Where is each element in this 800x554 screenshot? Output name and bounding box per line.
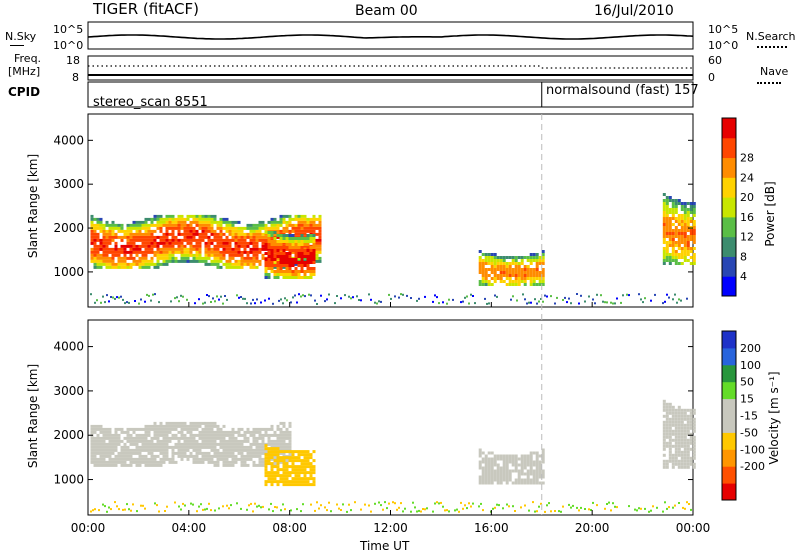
velocity-colorbar-tick-0: 200 — [740, 342, 761, 355]
x-axis-title: Time UT — [360, 540, 409, 552]
velocity-colorbar-swatch-3 — [722, 432, 736, 449]
xtick-label-1: 04:00 — [172, 521, 207, 535]
power-ytick-label-0: 1000 — [53, 265, 84, 279]
velocity-ylabel: Slant Range [km] — [27, 361, 39, 471]
power-colorbar-tick-0: 4 — [740, 270, 747, 283]
power-ytick-label-3: 4000 — [53, 133, 84, 147]
velocity-colorbar-tick-2: 50 — [740, 376, 754, 389]
cpid-panel-frame — [88, 82, 693, 107]
velocity-colorbar-tick-4: -15 — [740, 410, 758, 423]
power-colorbar-swatch-7 — [722, 138, 736, 158]
velocity-ytick-label-2: 3000 — [53, 384, 84, 398]
velocity-colorbar-swatch-6 — [722, 382, 736, 399]
power-colorbar-tick-6: 28 — [740, 152, 754, 165]
velocity-colorbar-swatch-2 — [722, 449, 736, 466]
xtick-label-0: 00:00 — [71, 521, 106, 535]
power-colorbar-swatch-4 — [722, 197, 736, 217]
velocity-colorbar-swatch-7 — [722, 365, 736, 382]
xtick-label-6: 00:00 — [676, 521, 711, 535]
velocity-ytick-label-1: 2000 — [53, 428, 84, 442]
power-colorbar-swatch-3 — [722, 217, 736, 237]
power-ytick-label-2: 3000 — [53, 177, 84, 191]
velocity-colorbar-swatch-0 — [722, 483, 736, 500]
velocity-colorbar-label: Velocity [m s⁻¹] — [768, 363, 780, 473]
velocity-colorbar-swatch-5 — [722, 399, 736, 416]
xtick-label-3: 12:00 — [373, 521, 408, 535]
velocity-colorbar-tick-5: -50 — [740, 426, 758, 439]
freq-panel-frame — [88, 56, 693, 80]
xtick-label-4: 16:00 — [474, 521, 509, 535]
power-colorbar-tick-5: 24 — [740, 171, 754, 184]
power-colorbar-swatch-5 — [722, 177, 736, 197]
power-colorbar-tick-2: 12 — [740, 231, 754, 244]
power-colorbar-tick-3: 16 — [740, 211, 754, 224]
velocity-colorbar-tick-3: 15 — [740, 393, 754, 406]
xtick-label-5: 20:00 — [575, 521, 610, 535]
power-colorbar-swatch-8 — [722, 118, 736, 138]
velocity-colorbar-swatch-8 — [722, 348, 736, 365]
noise-sky-trace — [88, 35, 693, 39]
velocity-ytick-label-3: 4000 — [53, 340, 84, 354]
power-colorbar-swatch-2 — [722, 237, 736, 257]
velocity-colorbar-swatch-9 — [722, 331, 736, 348]
velocity-panel-frame — [88, 320, 693, 515]
power-colorbar-tick-4: 20 — [740, 191, 754, 204]
velocity-colorbar-tick-6: -100 — [740, 443, 765, 456]
power-colorbar-tick-1: 8 — [740, 250, 747, 263]
velocity-colorbar-tick-1: 100 — [740, 359, 761, 372]
xtick-label-2: 08:00 — [272, 521, 307, 535]
power-panel-frame — [88, 114, 693, 307]
power-colorbar-swatch-6 — [722, 158, 736, 178]
noise-panel-frame — [88, 22, 693, 49]
power-ytick-label-1: 2000 — [53, 221, 84, 235]
power-ylabel: Slant Range [km] — [27, 151, 39, 261]
power-colorbar-swatch-0 — [722, 276, 736, 296]
velocity-colorbar-swatch-4 — [722, 416, 736, 433]
velocity-ytick-label-0: 1000 — [53, 473, 84, 487]
power-colorbar-label: Power [dB] — [764, 174, 776, 254]
power-colorbar-swatch-1 — [722, 256, 736, 276]
velocity-colorbar-tick-7: -200 — [740, 460, 765, 473]
velocity-colorbar-swatch-1 — [722, 466, 736, 483]
